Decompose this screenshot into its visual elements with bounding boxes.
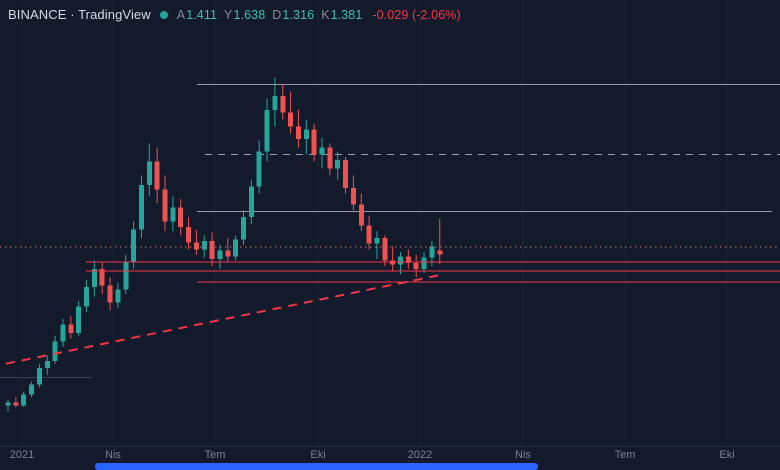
ohlc-value: 1.316 bbox=[282, 7, 315, 22]
candle-body bbox=[36, 367, 42, 385]
candle-body bbox=[390, 260, 396, 265]
candle-body bbox=[162, 189, 168, 222]
candle-body bbox=[413, 263, 419, 269]
candle-body bbox=[131, 229, 137, 262]
candle-body bbox=[303, 129, 309, 140]
candle-body bbox=[52, 341, 58, 361]
candle-body bbox=[374, 238, 380, 244]
candle-body bbox=[241, 217, 246, 240]
ohlc-value: 1.411 bbox=[186, 7, 218, 22]
ohlc-label: Y bbox=[224, 7, 233, 22]
time-axis-label: Eki bbox=[719, 449, 735, 461]
ohlc-label: K bbox=[321, 7, 330, 22]
candle-body bbox=[5, 402, 11, 406]
ohlc-low: D 1.316 bbox=[272, 8, 314, 22]
candle-body bbox=[68, 324, 74, 333]
candle-body bbox=[217, 250, 223, 260]
candle-body bbox=[335, 159, 341, 169]
candle-body bbox=[123, 261, 129, 290]
ohlc-label: A bbox=[176, 7, 186, 22]
candle-body bbox=[256, 151, 262, 187]
candle-body bbox=[146, 161, 152, 186]
candle-body bbox=[76, 306, 82, 333]
ohlc-value: 1.381 bbox=[330, 7, 363, 22]
time-axis-label: Eki bbox=[310, 449, 326, 461]
change-value: -0.029 (-2.06%) bbox=[372, 7, 461, 22]
candlestick-chart[interactable] bbox=[0, 0, 780, 446]
candle-body bbox=[405, 256, 411, 264]
candle-body bbox=[272, 95, 278, 110]
candle-body bbox=[44, 360, 50, 368]
candle-body bbox=[29, 384, 35, 395]
ohlc-high: Y 1.638 bbox=[224, 8, 265, 22]
chart-legend: BINANCE · TradingView A 1.411 Y 1.638 D 1.3… bbox=[8, 7, 461, 22]
candle-body bbox=[60, 324, 66, 342]
candle-body bbox=[209, 240, 215, 260]
time-axis[interactable]: 2021 Nis Tem Eki 2022 Nis Tem Eki bbox=[0, 446, 780, 464]
candle-body bbox=[295, 126, 301, 140]
ohlc-open: A 1.411 bbox=[177, 8, 217, 22]
candle-body bbox=[319, 147, 325, 155]
candle-body bbox=[99, 268, 105, 286]
ohlc-close: K 1.381 bbox=[321, 8, 362, 22]
candle-body bbox=[437, 250, 443, 255]
bottom-scrollbar[interactable] bbox=[95, 463, 538, 470]
candle-body bbox=[186, 226, 192, 243]
candle-body bbox=[248, 186, 254, 218]
time-axis-label: Tem bbox=[204, 449, 226, 461]
candle-body bbox=[343, 159, 349, 188]
time-axis-label: Tem bbox=[614, 449, 636, 461]
candle-body bbox=[107, 285, 113, 303]
candle-body bbox=[21, 394, 27, 406]
time-axis-label: Nis bbox=[105, 449, 121, 461]
candle-body bbox=[201, 240, 207, 250]
candle-body bbox=[350, 187, 356, 205]
candle-body bbox=[288, 112, 294, 127]
candle-body bbox=[280, 95, 286, 113]
time-axis-label: 2021 bbox=[9, 449, 35, 461]
candle-body bbox=[115, 289, 121, 303]
candle-body bbox=[84, 286, 89, 307]
candle-body bbox=[193, 242, 199, 250]
candle-body bbox=[366, 225, 372, 244]
trendline[interactable] bbox=[5, 274, 441, 365]
candle-body bbox=[311, 129, 317, 155]
ohlc-value: 1.638 bbox=[233, 7, 266, 22]
candle-body bbox=[264, 109, 270, 152]
ohlc-label: D bbox=[272, 7, 282, 22]
candle-body bbox=[327, 147, 333, 169]
exchange-attribution-link[interactable]: BINANCE · TradingView bbox=[8, 7, 151, 22]
candle-body bbox=[429, 246, 435, 258]
candle-body bbox=[382, 238, 388, 261]
candle-body bbox=[358, 204, 364, 226]
candle-body bbox=[91, 268, 97, 287]
time-axis-label: Nis bbox=[515, 449, 531, 461]
candle-body bbox=[398, 256, 403, 265]
status-dot-icon bbox=[159, 10, 168, 19]
candle-body bbox=[154, 161, 160, 190]
time-axis-label: 2022 bbox=[407, 449, 433, 461]
candle-body bbox=[233, 239, 239, 257]
candle-body bbox=[178, 207, 184, 227]
candle-body bbox=[421, 257, 427, 269]
candle-body bbox=[13, 402, 19, 406]
candle-body bbox=[170, 207, 176, 222]
candle-body bbox=[138, 185, 144, 230]
candle-body bbox=[225, 250, 231, 257]
